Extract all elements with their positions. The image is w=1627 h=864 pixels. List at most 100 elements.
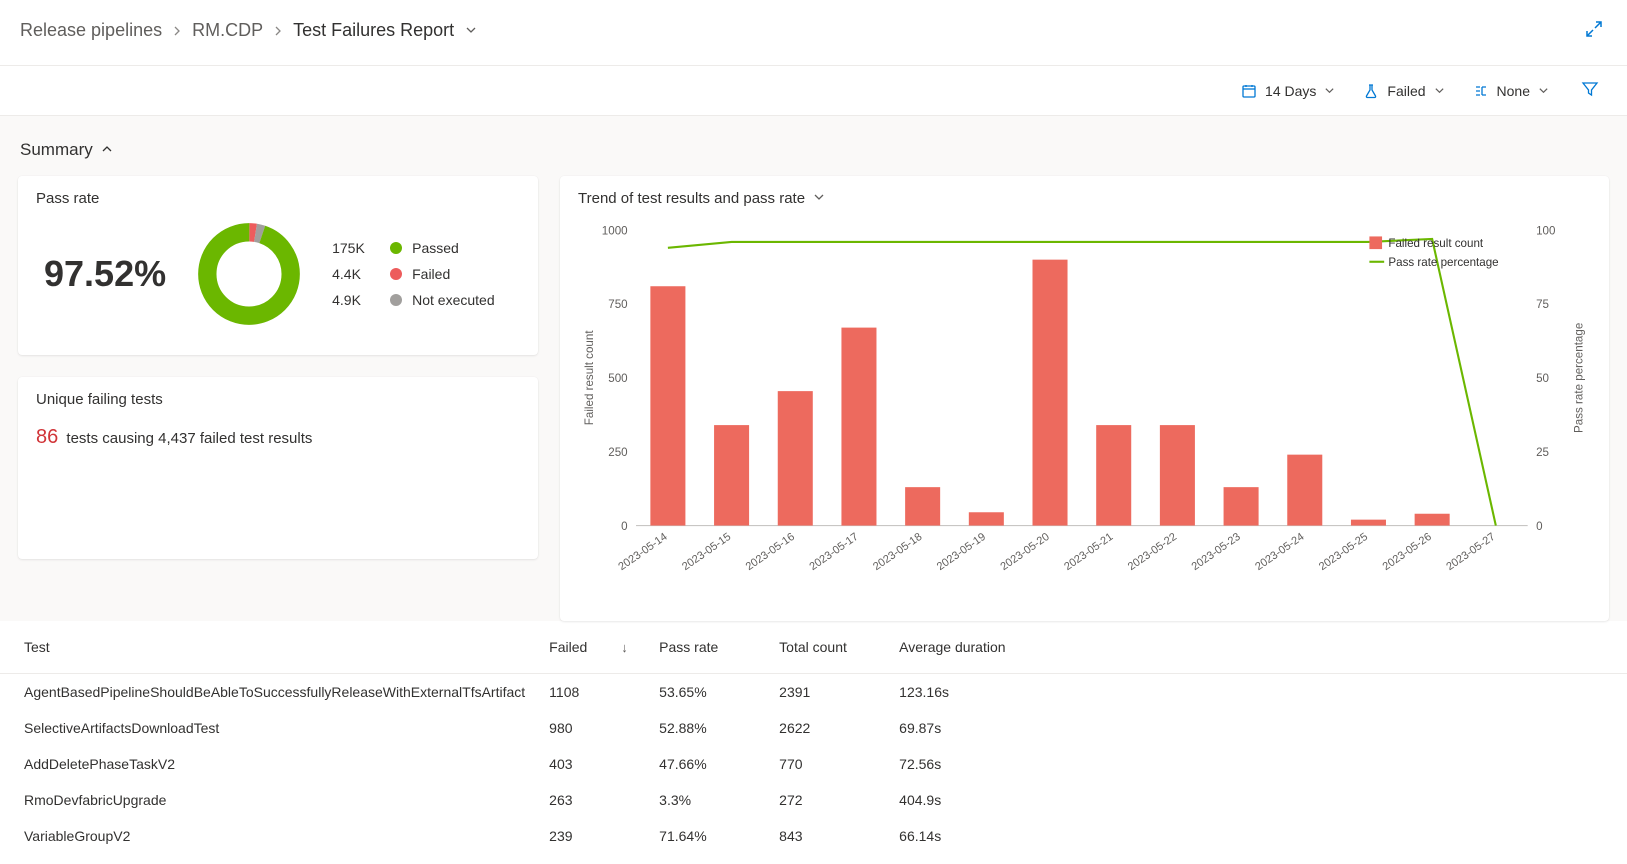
svg-text:2023-05-23: 2023-05-23 <box>1190 531 1243 573</box>
svg-text:100: 100 <box>1536 224 1555 237</box>
fullscreen-button[interactable] <box>1581 16 1607 45</box>
filter-button[interactable] <box>1577 76 1603 105</box>
filter-outcome[interactable]: Failed <box>1363 83 1444 99</box>
svg-text:Failed result count: Failed result count <box>583 330 596 426</box>
th-failed[interactable]: Failed ↓ <box>537 621 647 674</box>
cell-test: VariableGroupV2 <box>0 818 537 854</box>
cell-pass: 71.64% <box>647 818 767 854</box>
chevron-down-icon <box>813 190 825 207</box>
cell-avg: 404.9s <box>887 782 1627 818</box>
topbar: Release pipelines RM.CDP Test Failures R… <box>0 0 1627 66</box>
filter-range[interactable]: 14 Days <box>1241 83 1335 99</box>
calendar-icon <box>1241 83 1257 99</box>
expand-icon <box>1585 20 1603 38</box>
cell-failed: 403 <box>537 746 647 782</box>
breadcrumb-mid[interactable]: RM.CDP <box>192 20 263 41</box>
table-row[interactable]: RmoDevfabricUpgrade2633.3%272404.9s <box>0 782 1627 818</box>
legend-passed: 175K Passed <box>332 240 495 256</box>
svg-text:250: 250 <box>608 446 627 459</box>
chevron-up-icon <box>101 140 113 160</box>
legend-notexec-label: Not executed <box>412 292 495 308</box>
cell-failed: 980 <box>537 710 647 746</box>
th-pass[interactable]: Pass rate <box>647 621 767 674</box>
chevron-down-icon <box>1324 83 1335 99</box>
passrate-legend: 175K Passed 4.4K Failed 4.9K Not <box>332 240 495 308</box>
breadcrumb-sep-1 <box>172 20 182 41</box>
table-row[interactable]: AgentBasedPipelineShouldBeAbleToSuccessf… <box>0 673 1627 710</box>
filter-range-label: 14 Days <box>1265 83 1316 99</box>
svg-text:0: 0 <box>621 520 627 533</box>
cell-failed: 239 <box>537 818 647 854</box>
cell-total: 2391 <box>767 673 887 710</box>
svg-text:2023-05-25: 2023-05-25 <box>1317 531 1370 573</box>
swatch-failed <box>390 268 402 280</box>
cell-avg: 123.16s <box>887 673 1627 710</box>
th-total[interactable]: Total count <box>767 621 887 674</box>
cell-avg: 72.56s <box>887 746 1627 782</box>
filter-group[interactable]: None <box>1473 83 1549 99</box>
svg-text:2023-05-15: 2023-05-15 <box>680 531 733 573</box>
svg-text:50: 50 <box>1536 372 1549 385</box>
summary-label: Summary <box>20 140 93 160</box>
cell-total: 272 <box>767 782 887 818</box>
beaker-icon <box>1363 83 1379 99</box>
cell-pass: 53.65% <box>647 673 767 710</box>
swatch-passed <box>390 242 402 254</box>
passrate-card: Pass rate 97.52% 175K Passed 4.4K <box>18 176 538 355</box>
svg-text:2023-05-27: 2023-05-27 <box>1444 531 1497 573</box>
uft-title: Unique failing tests <box>18 377 538 416</box>
uft-count: 86 <box>36 426 58 448</box>
cell-pass: 3.3% <box>647 782 767 818</box>
filter-group-label: None <box>1497 83 1530 99</box>
cell-test: AgentBasedPipelineShouldBeAbleToSuccessf… <box>0 673 537 710</box>
breadcrumb: Release pipelines RM.CDP Test Failures R… <box>20 20 477 41</box>
chevron-down-icon <box>1434 83 1445 99</box>
svg-text:2023-05-14: 2023-05-14 <box>616 531 669 573</box>
svg-text:Failed result count: Failed result count <box>1388 237 1484 250</box>
legend-failed-count: 4.4K <box>332 266 380 282</box>
svg-text:75: 75 <box>1536 298 1549 311</box>
cell-pass: 52.88% <box>647 710 767 746</box>
chevron-down-icon <box>465 20 477 41</box>
svg-text:2023-05-26: 2023-05-26 <box>1381 531 1434 573</box>
trend-title-label: Trend of test results and pass rate <box>578 190 805 207</box>
breadcrumb-sep-2 <box>273 20 283 41</box>
legend-failed: 4.4K Failed <box>332 266 495 282</box>
legend-notexec: 4.9K Not executed <box>332 292 495 308</box>
trend-title[interactable]: Trend of test results and pass rate <box>578 190 1591 207</box>
svg-text:2023-05-17: 2023-05-17 <box>807 531 860 573</box>
cell-failed: 1108 <box>537 673 647 710</box>
svg-text:2023-05-24: 2023-05-24 <box>1253 531 1306 573</box>
table-row[interactable]: SelectiveArtifactsDownloadTest98052.88%2… <box>0 710 1627 746</box>
passrate-value: 97.52% <box>44 253 166 295</box>
svg-text:750: 750 <box>608 298 627 311</box>
cell-total: 843 <box>767 818 887 854</box>
summary-header[interactable]: Summary <box>18 132 1609 176</box>
uft-card: Unique failing tests 86 tests causing 4,… <box>18 377 538 559</box>
cell-total: 770 <box>767 746 887 782</box>
cell-pass: 47.66% <box>647 746 767 782</box>
chevron-down-icon <box>1538 83 1549 99</box>
th-test[interactable]: Test <box>0 621 537 674</box>
svg-text:2023-05-18: 2023-05-18 <box>871 531 924 573</box>
th-avg[interactable]: Average duration <box>887 621 1627 674</box>
svg-text:Pass rate percentage: Pass rate percentage <box>1573 323 1586 433</box>
uft-tail: tests causing 4,437 failed test results <box>66 430 312 447</box>
content: Summary Pass rate 97.52% 175K Passed <box>0 116 1627 621</box>
cell-avg: 66.14s <box>887 818 1627 854</box>
table-row[interactable]: VariableGroupV223971.64%84366.14s <box>0 818 1627 854</box>
cell-failed: 263 <box>537 782 647 818</box>
cell-test: RmoDevfabricUpgrade <box>0 782 537 818</box>
svg-text:0: 0 <box>1536 520 1542 533</box>
svg-text:2023-05-19: 2023-05-19 <box>935 531 988 573</box>
svg-text:1000: 1000 <box>602 224 628 237</box>
breadcrumb-root[interactable]: Release pipelines <box>20 20 162 41</box>
svg-text:2023-05-22: 2023-05-22 <box>1126 531 1179 573</box>
breadcrumb-current[interactable]: Test Failures Report <box>293 20 477 41</box>
filter-icon <box>1581 80 1599 98</box>
breadcrumb-current-label: Test Failures Report <box>293 20 454 40</box>
svg-text:2023-05-20: 2023-05-20 <box>998 531 1051 573</box>
table-row[interactable]: AddDeletePhaseTaskV240347.66%77072.56s <box>0 746 1627 782</box>
group-icon <box>1473 83 1489 99</box>
passrate-donut <box>194 219 304 329</box>
